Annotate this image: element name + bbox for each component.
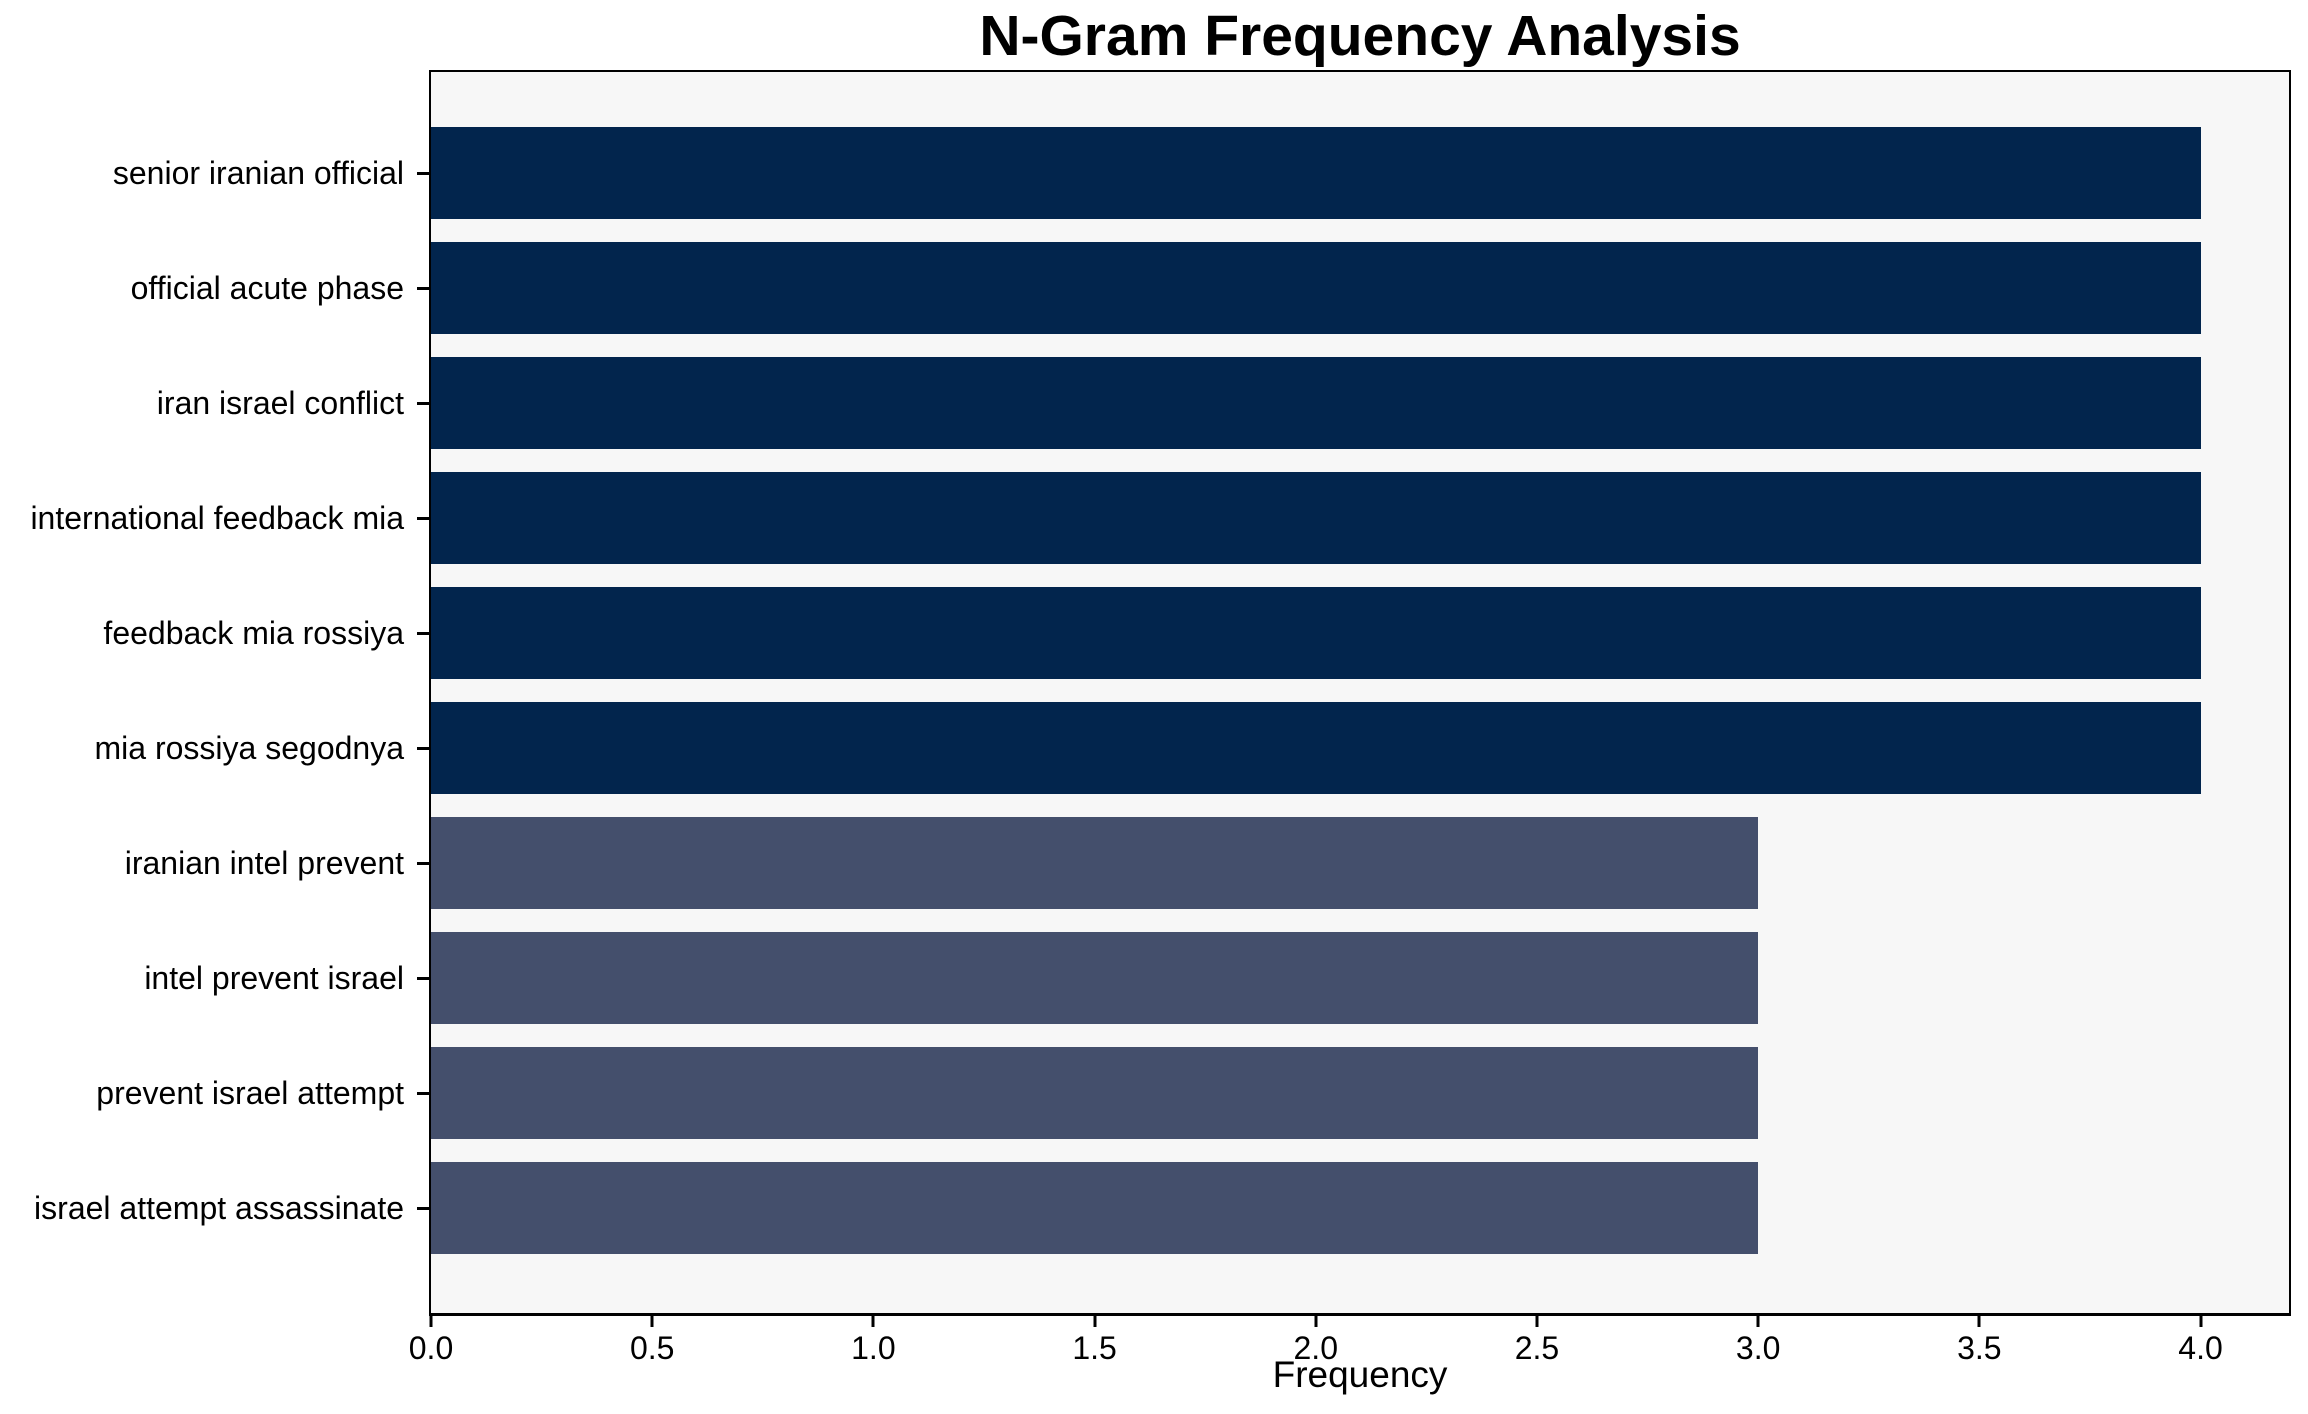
bar <box>431 587 2201 679</box>
x-tick-mark <box>1756 1316 1760 1327</box>
bar <box>431 357 2201 449</box>
plot-area <box>429 70 2291 1316</box>
y-tick-mark <box>417 402 429 405</box>
bar <box>431 242 2201 334</box>
y-tick-label: international feedback mia <box>30 500 404 536</box>
y-tick-label: iranian intel prevent <box>124 845 404 881</box>
x-tick-mark <box>650 1316 654 1327</box>
y-tick-label: senior iranian official <box>112 155 404 191</box>
y-tick-mark <box>417 632 429 635</box>
x-axis: 0.0 0.5 1.0 1.5 2.0 2.5 3.0 3.5 4.0 <box>409 1316 2289 1376</box>
x-tick-label: 3.5 <box>1957 1330 2002 1366</box>
x-tick-label: 2.0 <box>1293 1330 1338 1366</box>
bar <box>431 702 2201 794</box>
bar <box>431 472 2201 564</box>
bar <box>431 932 1759 1024</box>
bar <box>431 127 2201 219</box>
x-tick-label: 4.0 <box>2178 1330 2223 1366</box>
y-tick-mark <box>417 747 429 750</box>
x-tick-mark <box>429 1316 433 1327</box>
y-tick-mark <box>417 517 429 520</box>
y-tick-label: iran israel conflict <box>156 385 404 421</box>
bar <box>431 1162 1759 1254</box>
y-tick-label: mia rossiya segodnya <box>94 730 404 766</box>
x-tick-label: 3.0 <box>1735 1330 1781 1366</box>
y-tick-label: israel attempt assassinate <box>34 1190 404 1226</box>
x-tick-mark <box>871 1316 875 1327</box>
y-tick-mark <box>417 977 429 980</box>
y-tick-label: feedback mia rossiya <box>103 615 404 651</box>
x-tick-mark <box>1535 1316 1539 1327</box>
x-tick-mark <box>1314 1316 1318 1327</box>
bar <box>431 1047 1759 1139</box>
y-tick-label: official acute phase <box>130 270 404 306</box>
x-tick-label: 1.5 <box>1072 1330 1117 1366</box>
y-tick-mark <box>417 172 429 175</box>
x-tick-label: 0.5 <box>629 1330 675 1366</box>
x-tick-label: 1.0 <box>851 1330 896 1366</box>
y-tick-mark <box>417 1092 429 1095</box>
bar <box>431 817 1759 909</box>
y-axis-labels: senior iranian official official acute ph… <box>0 0 429 1414</box>
x-tick-label: 2.5 <box>1514 1330 1560 1366</box>
x-axis-title: Frequency <box>1272 1354 1448 1395</box>
y-tick-label: prevent israel attempt <box>96 1075 404 1111</box>
x-tick-mark <box>1093 1316 1097 1327</box>
chart-title: N-Gram Frequency Analysis <box>979 4 1741 68</box>
y-tick-label: intel prevent israel <box>144 960 404 996</box>
x-tick-mark <box>2199 1316 2203 1327</box>
x-tick-mark <box>1977 1316 1981 1327</box>
y-tick-mark <box>417 287 429 290</box>
y-tick-mark <box>417 1207 429 1210</box>
y-tick-mark <box>417 862 429 865</box>
x-tick-label: 0.0 <box>408 1330 454 1366</box>
